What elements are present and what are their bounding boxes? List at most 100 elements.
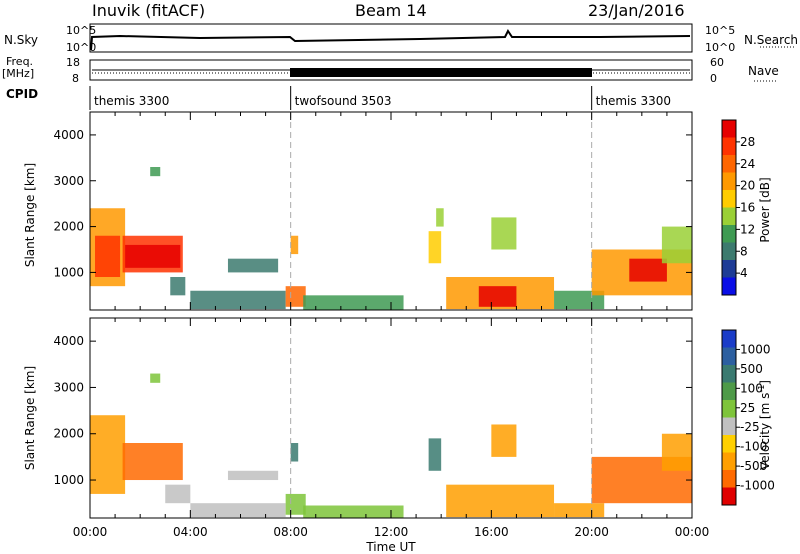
y-tick-label: 3000 (53, 174, 84, 188)
freq-unit: [MHz] (2, 67, 34, 80)
nsky-bottom-tick: 10^0 (66, 41, 96, 54)
y-tick-label: 1000 (53, 265, 84, 279)
colorbar-tick-label: 20 (740, 179, 755, 193)
colorbar-segment (722, 330, 736, 348)
power-patch (190, 290, 286, 310)
velocity-patch (227, 470, 279, 481)
freq-label: Freq. (6, 55, 33, 68)
velocity-marks (90, 373, 692, 518)
power-marks (90, 167, 692, 310)
velocity-patch (446, 484, 555, 518)
x-tick-label: 08:00 (273, 525, 308, 539)
x-tick-label: 20:00 (574, 525, 609, 539)
velocity-patch (150, 373, 161, 383)
power-patch (661, 226, 692, 264)
y-tick-label: 1000 (53, 473, 84, 487)
x-axis: 00:00 04:00 08:00 12:00 16:00 20:00 00:00 (73, 525, 710, 539)
x-tick-label: 12:00 (374, 525, 409, 539)
cpid-segment-label: themis 3300 (94, 94, 169, 108)
colorbar-segment (722, 155, 736, 173)
colorbar-tick-label: 28 (740, 135, 755, 149)
power-patch (170, 277, 186, 296)
colorbar-tick-label: 25 (740, 401, 755, 415)
velocity-colorbar: 1000 500 100 25 -25 -100 -500 -1000 (721, 329, 775, 506)
power-colorbar: 4 8 12 16 20 24 28 (721, 119, 755, 296)
cpid-segment-label: themis 3300 (596, 94, 671, 108)
colorbar-segment (722, 487, 736, 505)
freq-bottom-tick: 8 (72, 72, 79, 85)
power-patch (150, 167, 161, 177)
velocity-colorbar-label-main: Velocity [m s (758, 393, 772, 470)
nsky-label: N.Sky (4, 33, 38, 47)
x-tick-label: 00:00 (675, 525, 710, 539)
velocity-patch (290, 443, 299, 462)
colorbar-tick-label: 1000 (740, 342, 771, 356)
velocity-patch (90, 415, 126, 494)
x-tick-label: 16:00 (474, 525, 509, 539)
colorbar-tick-label: 500 (740, 362, 763, 376)
x-tick-label: 00:00 (73, 525, 108, 539)
velocity-patch (428, 438, 442, 471)
colorbar-segment (722, 242, 736, 260)
power-patch (428, 231, 442, 264)
power-axes: 1000 2000 3000 4000 (53, 112, 693, 310)
date-title: 23/Jan/2016 (588, 1, 685, 20)
velocity-colorbar-label-close: ] (758, 380, 772, 385)
colorbar-segment (722, 260, 736, 278)
velocity-patch (303, 505, 404, 518)
velocity-patch (661, 433, 692, 471)
velocity-patch (122, 443, 183, 481)
velocity-patch (285, 493, 306, 515)
colorbar-segment (722, 400, 736, 418)
power-ylabel: Slant Range [km] (23, 163, 37, 267)
colorbar-segment (722, 172, 736, 190)
nsearch-top-tick: 10^5 (705, 24, 735, 37)
colorbar-segment (722, 417, 736, 435)
x-tick-label: 04:00 (173, 525, 208, 539)
colorbar-tick-label: -25 (740, 420, 760, 434)
nave-label: Nave (748, 64, 779, 78)
colorbar-segment (722, 470, 736, 488)
colorbar-segment (722, 225, 736, 243)
colorbar-segment (722, 435, 736, 453)
velocity-ylabel: Slant Range [km] (23, 366, 37, 470)
colorbar-tick-label: 12 (740, 222, 755, 236)
velocity-colorbar-label: Velocity [m s-1] (757, 380, 772, 470)
cpid-segment-label: twofsound 3503 (295, 94, 392, 108)
nsearch-label: N.Search (744, 33, 798, 47)
freq-panel-frame (89, 59, 693, 81)
colorbar-segment (722, 207, 736, 225)
power-patch (125, 244, 181, 268)
colorbar-segment (722, 452, 736, 470)
velocity-axes: 1000 2000 3000 4000 (53, 318, 693, 518)
y-tick-label: 3000 (53, 380, 84, 394)
colorbar-segment (722, 137, 736, 155)
power-patch (303, 295, 404, 310)
colorbar-segment (722, 382, 736, 400)
power-patch (491, 217, 517, 250)
velocity-patch (491, 424, 517, 457)
power-patch (95, 235, 121, 277)
power-patch (290, 235, 299, 255)
colorbar-segment (722, 120, 736, 138)
y-tick-label: 2000 (53, 427, 84, 441)
cpid-label: CPID (6, 87, 38, 101)
power-patch (227, 258, 279, 273)
nsky-trace (90, 29, 691, 51)
velocity-patch (554, 503, 605, 518)
velocity-patch (190, 503, 286, 518)
velocity-colorbar-label-exponent: -1 (757, 385, 766, 393)
colorbar-tick-label: -500 (740, 459, 767, 473)
colorbar-tick-label: -1000 (740, 479, 775, 493)
nsky-top-tick: 10^5 (66, 24, 96, 37)
y-tick-label: 2000 (53, 220, 84, 234)
x-axis-label: Time UT (365, 540, 416, 554)
colorbar-tick-label: 24 (740, 157, 755, 171)
colorbar-tick-label: -100 (740, 440, 767, 454)
colorbar-tick-label: 100 (740, 381, 763, 395)
beam-title: Beam 14 (355, 1, 427, 20)
colorbar-frame (721, 329, 737, 506)
nave-dense-block (290, 68, 592, 77)
y-tick-label: 4000 (53, 334, 84, 348)
nave-top-tick: 60 (710, 56, 724, 69)
